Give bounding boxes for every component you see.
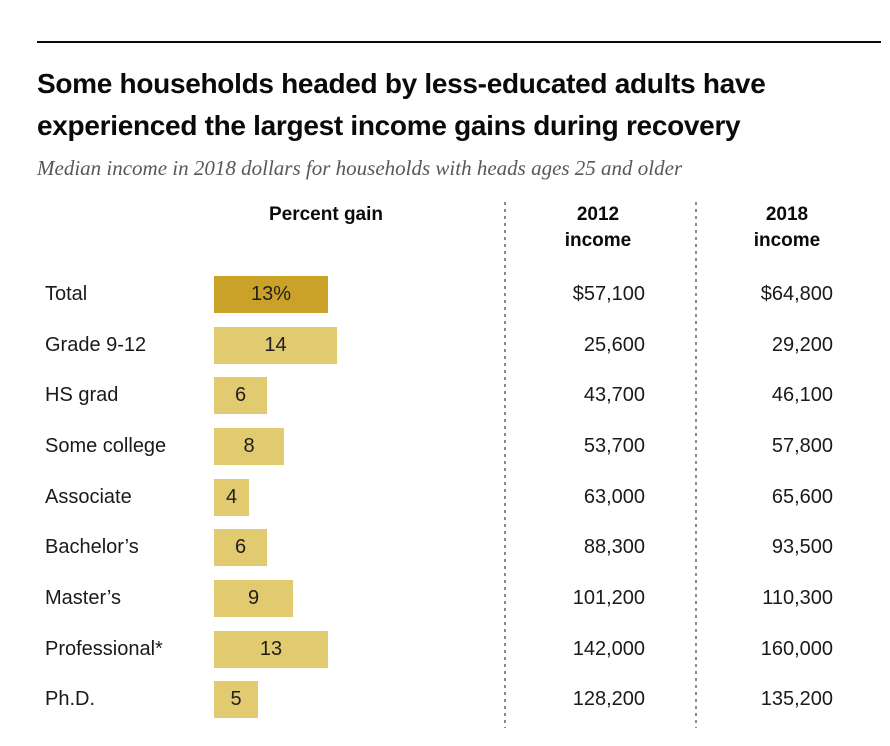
table-row: Associate 4 63,000 65,600 [0, 478, 890, 516]
percent-gain-bar: 9 [214, 579, 293, 617]
column-header-2018-year: 2018 [765, 204, 809, 225]
table-row: Total 13% $57,100 $64,800 [0, 276, 890, 313]
income-2012-value: 101,200 [572, 586, 645, 609]
row-label: Ph.D. [45, 688, 96, 711]
income-2012-value: $57,100 [572, 283, 645, 305]
chart-subtitle: Median income in 2018 dollars for househ… [37, 156, 683, 180]
income-2018-value: 57,800 [771, 434, 833, 457]
column-header-2012-income: 2012 income [565, 202, 632, 254]
row-label: Some college [45, 434, 167, 457]
column-header-2018-income: 2018 income [754, 202, 821, 254]
bar-value-label: 4 [225, 485, 238, 508]
income-2012-value: 63,000 [583, 485, 645, 508]
row-label: Professional* [45, 637, 163, 660]
column-header-2012-year: 2012 [576, 204, 620, 225]
income-2012-value: 25,600 [583, 333, 645, 356]
income-2018-value: 135,200 [760, 688, 833, 711]
table-row: Ph.D. 5 128,200 135,200 [0, 681, 890, 719]
percent-gain-bar: 13% [214, 276, 328, 313]
column-header-percent-gain: Percent gain [268, 204, 384, 225]
percent-gain-bar: 5 [214, 681, 258, 719]
row-label: Bachelor’s [45, 536, 139, 559]
income-2012-value: 53,700 [583, 434, 645, 457]
income-2018-value: 110,300 [762, 586, 833, 609]
percent-gain-bar: 6 [214, 529, 267, 567]
table-row: HS grad 6 43,700 46,100 [0, 377, 890, 415]
bar-value-label: 6 [234, 536, 247, 559]
income-2018-value: $64,800 [760, 283, 833, 305]
row-label: Master’s [45, 586, 121, 609]
bar-value-label: 5 [230, 688, 242, 711]
percent-gain-bar: 6 [214, 377, 267, 415]
chart-title-line2: experienced the largest income gains dur… [37, 110, 741, 141]
table-row: Grade 9-12 14 25,600 29,200 [0, 326, 890, 364]
percent-gain-bar: 8 [214, 427, 284, 465]
income-2012-value: 142,000 [572, 637, 645, 660]
table-row: Bachelor’s 6 88,300 93,500 [0, 529, 890, 567]
income-2012-value: 128,200 [572, 688, 645, 711]
row-label: HS grad [45, 384, 119, 407]
bar-value-label: 13 [259, 637, 283, 660]
column-header-2018-word: income [753, 230, 821, 251]
income-2018-value: 46,100 [771, 384, 833, 407]
table-row: Professional* 13 142,000 160,000 [0, 630, 890, 668]
row-label: Grade 9-12 [45, 333, 147, 356]
column-divider-left [504, 202, 506, 728]
top-rule [37, 41, 881, 43]
income-2012-value: 88,300 [583, 536, 645, 559]
row-label: Associate [45, 485, 132, 508]
chart-title-line1: Some households headed by less-educated … [37, 68, 766, 99]
row-label: Total [45, 283, 88, 305]
table-row: Master’s 9 101,200 110,300 [0, 579, 890, 617]
table-row: Some college 8 53,700 57,800 [0, 427, 890, 465]
bar-value-label: 6 [234, 384, 247, 407]
income-2018-value: 65,600 [771, 485, 833, 508]
percent-gain-bar: 13 [214, 630, 328, 668]
percent-gain-bar: 14 [214, 326, 337, 364]
bar-value-label: 9 [247, 586, 260, 609]
income-2018-value: 29,200 [771, 333, 833, 356]
chart-title: Some households headed by less-educated … [37, 63, 887, 147]
income-2012-value: 43,700 [583, 384, 645, 407]
income-2018-value: 93,500 [771, 536, 833, 559]
column-header-2012-word: income [564, 230, 632, 251]
bar-value-label: 8 [243, 434, 255, 457]
column-divider-right [695, 202, 697, 728]
income-2018-value: 160,000 [760, 637, 833, 660]
percent-gain-bar: 4 [214, 478, 249, 516]
bar-value-label: 14 [264, 333, 287, 356]
bar-value-label: 13% [250, 283, 292, 305]
